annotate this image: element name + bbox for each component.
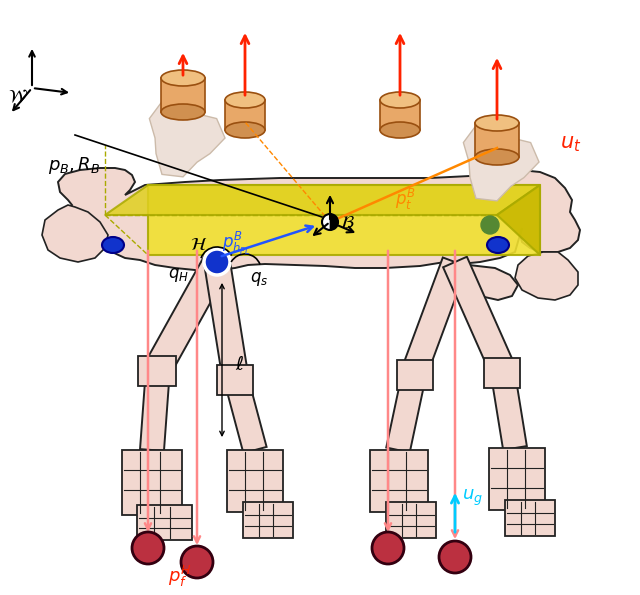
Polygon shape (475, 123, 519, 157)
Polygon shape (122, 450, 182, 515)
Circle shape (372, 532, 404, 564)
Polygon shape (42, 205, 108, 262)
Polygon shape (380, 100, 420, 130)
Polygon shape (505, 500, 555, 536)
Polygon shape (403, 258, 467, 374)
Polygon shape (138, 356, 176, 386)
Text: $q_H$: $q_H$ (168, 266, 189, 284)
Ellipse shape (225, 122, 265, 138)
Ellipse shape (380, 122, 420, 138)
Circle shape (181, 546, 213, 578)
Text: $q_s$: $q_s$ (250, 270, 268, 288)
Polygon shape (463, 126, 539, 201)
Polygon shape (330, 214, 338, 230)
Polygon shape (243, 502, 293, 538)
Polygon shape (148, 185, 540, 255)
Text: $u_g$: $u_g$ (462, 488, 483, 508)
Circle shape (322, 214, 338, 230)
Text: $p_t^B$: $p_t^B$ (395, 187, 416, 212)
Polygon shape (397, 360, 433, 390)
Ellipse shape (475, 115, 519, 131)
Text: $p_{h_{FL}}^B$: $p_{h_{FL}}^B$ (222, 230, 251, 257)
Polygon shape (227, 450, 283, 512)
Text: $p_f^H$: $p_f^H$ (168, 564, 191, 589)
Polygon shape (225, 100, 265, 130)
Text: $p_B, R_B$: $p_B, R_B$ (48, 155, 100, 176)
Polygon shape (515, 252, 578, 300)
Polygon shape (484, 358, 520, 388)
Polygon shape (137, 505, 192, 540)
Circle shape (204, 249, 230, 275)
Polygon shape (490, 366, 527, 450)
Polygon shape (146, 255, 229, 375)
Text: $\mathcal{W}$: $\mathcal{W}$ (8, 88, 28, 106)
Ellipse shape (380, 92, 420, 108)
Polygon shape (443, 256, 514, 373)
Polygon shape (105, 185, 540, 215)
Ellipse shape (102, 237, 124, 253)
Polygon shape (161, 78, 205, 112)
Polygon shape (386, 502, 436, 538)
Polygon shape (149, 102, 225, 177)
Circle shape (481, 216, 499, 234)
Text: $u_t$: $u_t$ (560, 134, 581, 154)
Polygon shape (58, 168, 580, 300)
Polygon shape (370, 450, 428, 512)
Polygon shape (217, 365, 253, 395)
Polygon shape (140, 367, 170, 451)
Ellipse shape (487, 237, 509, 253)
Polygon shape (497, 185, 540, 255)
Ellipse shape (475, 149, 519, 165)
Ellipse shape (225, 92, 265, 108)
Polygon shape (223, 372, 267, 453)
Circle shape (439, 541, 471, 573)
Polygon shape (489, 448, 545, 510)
Ellipse shape (161, 104, 205, 120)
Polygon shape (204, 260, 248, 377)
Text: $\mathcal{B}$: $\mathcal{B}$ (340, 214, 355, 232)
Circle shape (213, 258, 221, 266)
Circle shape (132, 532, 164, 564)
Text: $\ell$: $\ell$ (235, 355, 244, 374)
Text: $\mathcal{H}$: $\mathcal{H}$ (190, 236, 207, 254)
Ellipse shape (161, 70, 205, 86)
Polygon shape (387, 368, 427, 452)
